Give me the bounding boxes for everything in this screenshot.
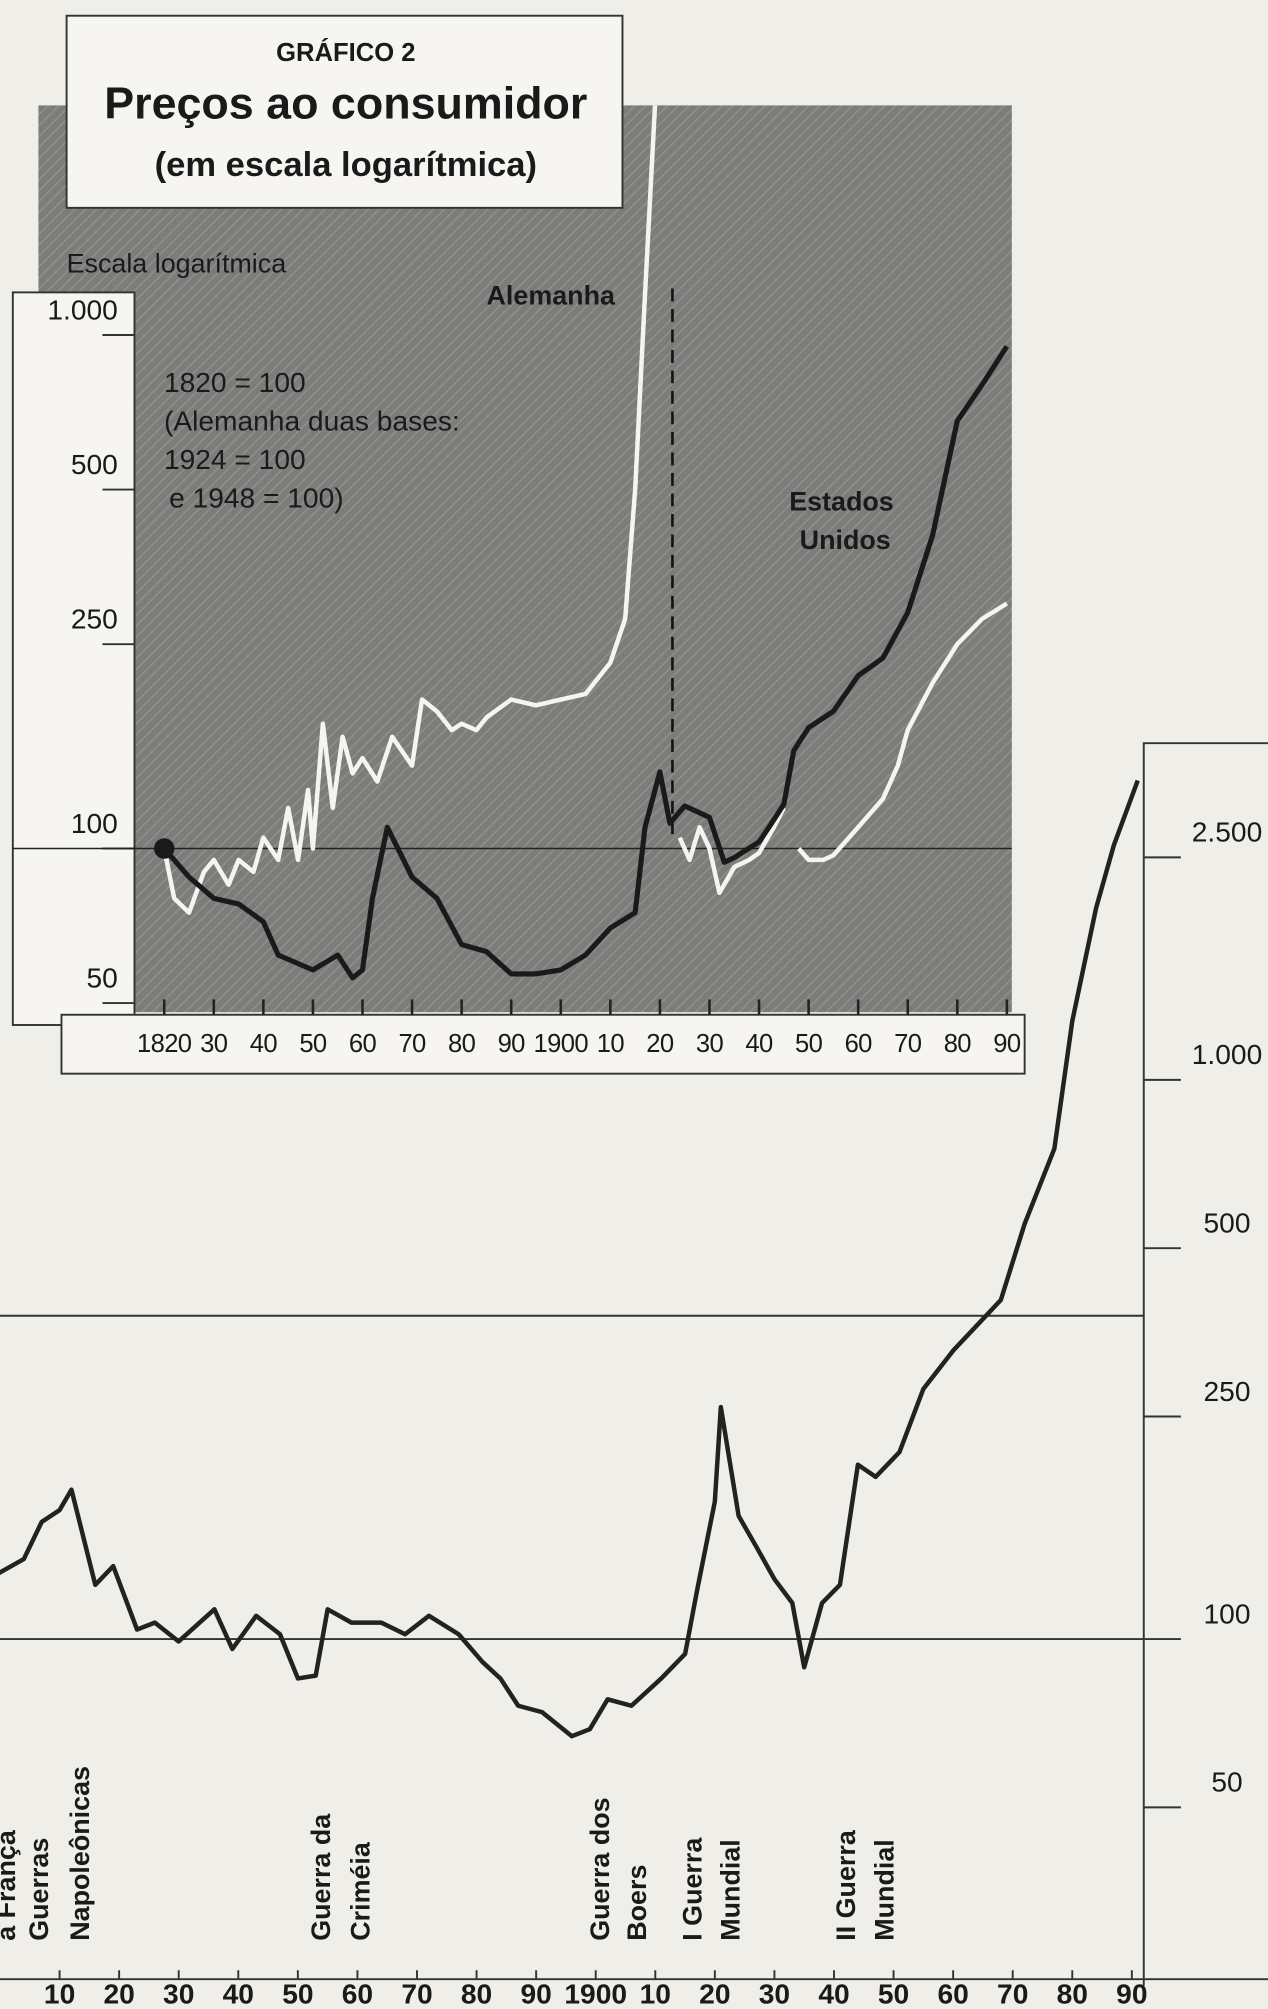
chart-title: Preços ao consumidor (104, 78, 587, 128)
x-tick-label: 1820 (137, 1030, 192, 1058)
y-tick-label: 1.000 (1192, 1038, 1262, 1070)
x-tick-label: 90 (498, 1030, 526, 1058)
y-tick-label: 50 (87, 961, 118, 993)
annotation: II Guerra (831, 1829, 861, 1941)
x-tick-label: 90 (520, 1977, 551, 2009)
x-tick-label: 1900 (534, 1030, 589, 1058)
x-tick-label: 10 (44, 1977, 75, 2009)
annotation: Guerra dos (585, 1797, 615, 1940)
note: 1924 = 100 (164, 443, 306, 475)
x-tick-label: 50 (878, 1977, 909, 2009)
x-tick-label: 90 (1116, 1977, 1147, 2009)
y-tick-label: 250 (1204, 1375, 1251, 1407)
y-tick-label: 500 (1204, 1207, 1251, 1239)
x-tick-label: 60 (937, 1977, 968, 2009)
chart-bottom: 50 100 250 500 1.000 2.500 10 20 30 40 50 60 70 80 90 1… (0, 742, 1268, 2009)
y-axis-box (11, 291, 136, 1026)
x-tick-label: 50 (795, 1030, 823, 1058)
y-axis-label: Escala logarítmica (67, 249, 287, 279)
annotation: Guerra da (306, 1813, 336, 1941)
data-line (0, 779, 1140, 1739)
annotation: Mundial (869, 1839, 899, 1941)
data-line (162, 345, 1009, 981)
x-tick-label: 50 (299, 1030, 327, 1058)
series-label: Estados Unidos (789, 487, 894, 555)
annotation: Napoleônicas (65, 1766, 95, 1941)
x-tick-label: 30 (696, 1030, 724, 1058)
x-tick-label: 20 (699, 1977, 730, 2009)
annotation: Guerras (24, 1838, 54, 1941)
y-tick-label: 2.500 (1192, 816, 1262, 848)
x-tick-label: 30 (200, 1030, 228, 1058)
x-tick-label: 50 (282, 1977, 313, 2009)
start-point (153, 838, 175, 859)
x-tick-label: 20 (103, 1977, 134, 2009)
y-tick-label: 100 (71, 807, 118, 839)
figure-label: GRÁFICO 2 (276, 38, 415, 67)
x-axis-box (60, 1013, 1026, 1075)
y-tick-label: 1.000 (47, 293, 117, 325)
annotation: Criméia (346, 1841, 376, 1941)
x-tick-label: 1900 (564, 1977, 627, 2009)
x-tick-label: 30 (759, 1977, 790, 2009)
right-axis-frame (1142, 742, 1268, 1986)
chart-top: GRÁFICO 2 Preços ao consumidor (em escal… (11, 14, 1026, 1075)
x-tick-label: 60 (349, 1030, 377, 1058)
x-tick-label: 80 (461, 1977, 492, 2009)
note: (Alemanha duas bases: (164, 404, 460, 436)
x-tick-label: 10 (640, 1977, 671, 2009)
x-tick-label: 70 (997, 1977, 1028, 2009)
plot-background (38, 105, 1012, 1013)
x-tick-label: 70 (401, 1977, 432, 2009)
x-tick-label: 30 (163, 1977, 194, 2009)
data-line (162, 105, 1009, 915)
series-label: Alemanha (487, 281, 616, 311)
y-tick-label: 100 (1204, 1597, 1251, 1629)
x-tick-label: 60 (342, 1977, 373, 2009)
x-tick-label: 80 (944, 1030, 972, 1058)
x-tick-label: 90 (993, 1030, 1021, 1058)
annotation: Mundial (716, 1839, 746, 1941)
y-tick-label: 500 (71, 448, 118, 480)
x-tick-label: 40 (250, 1030, 278, 1058)
y-tick-label: 50 (1211, 1766, 1242, 1798)
x-tick-label: 70 (894, 1030, 922, 1058)
x-tick-label: 40 (223, 1977, 254, 2009)
annotation: Boers (622, 1865, 652, 1941)
chart-subtitle: (em escala logarítmica) (155, 146, 537, 184)
x-tick-label: 40 (745, 1030, 773, 1058)
annotation: I Guerra (677, 1837, 707, 1941)
title-box (65, 14, 624, 209)
x-tick-label: 70 (398, 1030, 426, 1058)
note: 1820 = 100 (164, 366, 306, 398)
x-tick-label: 10 (597, 1030, 625, 1058)
x-tick-label: 60 (845, 1030, 873, 1058)
x-tick-label: 20 (646, 1030, 674, 1058)
y-tick-label: 250 (71, 603, 118, 635)
x-tick-label: 40 (818, 1977, 849, 2009)
x-tick-label: 80 (448, 1030, 476, 1058)
x-tick-label: 80 (1057, 1977, 1088, 2009)
annotation: a França (0, 1829, 21, 1941)
note: e 1948 = 100) (169, 481, 344, 513)
